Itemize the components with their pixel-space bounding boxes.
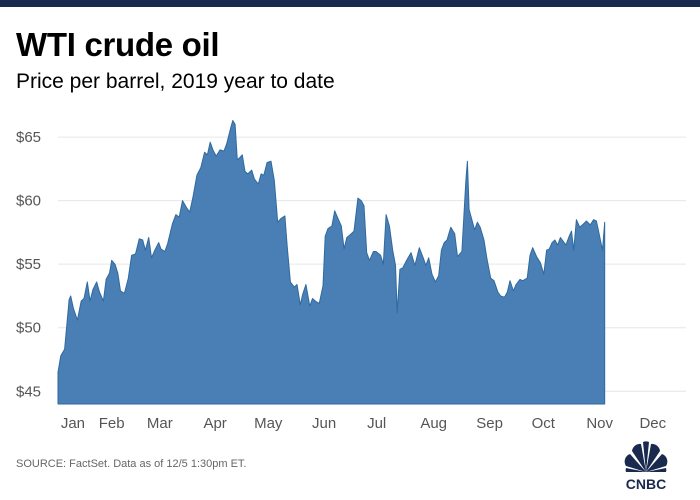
cnbc-logo: CNBC (624, 441, 668, 492)
y-tick-label: $45 (16, 383, 41, 400)
y-axis-labels: $45 $50 $55 $60 $65 (16, 129, 41, 400)
y-tick-label: $55 (16, 256, 41, 273)
x-tick-label: Aug (420, 415, 447, 432)
x-tick-label: Sep (476, 415, 503, 432)
x-tick-label: Dec (639, 415, 666, 432)
x-tick-label: Mar (147, 415, 173, 432)
peacock-icon (624, 441, 668, 472)
chart-subtitle: Price per barrel, 2019 year to date (16, 70, 335, 93)
x-tick-label: Oct (532, 415, 556, 432)
x-tick-label: Jul (367, 415, 386, 432)
x-tick-label: Nov (586, 415, 613, 432)
price-area (57, 120, 606, 405)
x-tick-label: Apr (203, 415, 226, 432)
y-tick-label: $60 (16, 193, 41, 210)
y-tick-label: $65 (16, 129, 41, 146)
top-bar (0, 0, 700, 7)
area-series (57, 120, 606, 405)
logo-text: CNBC (626, 476, 666, 492)
chart-title: WTI crude oil (16, 26, 220, 63)
x-axis-labels: Jan Feb Mar Apr May Jun Jul Aug Sep Oct Nov Dec (61, 415, 667, 432)
x-tick-label: Jan (61, 415, 85, 432)
x-tick-label: Feb (99, 415, 125, 432)
source-note: SOURCE: FactSet. Data as of 12/5 1:30pm … (16, 458, 247, 470)
chart-area: $45 $50 $55 $60 $65 Jan Feb Mar Apr May Jun Jul Aug… (16, 120, 686, 432)
y-tick-label: $50 (16, 320, 41, 337)
x-tick-label: May (254, 415, 283, 432)
x-tick-label: Jun (312, 415, 336, 432)
